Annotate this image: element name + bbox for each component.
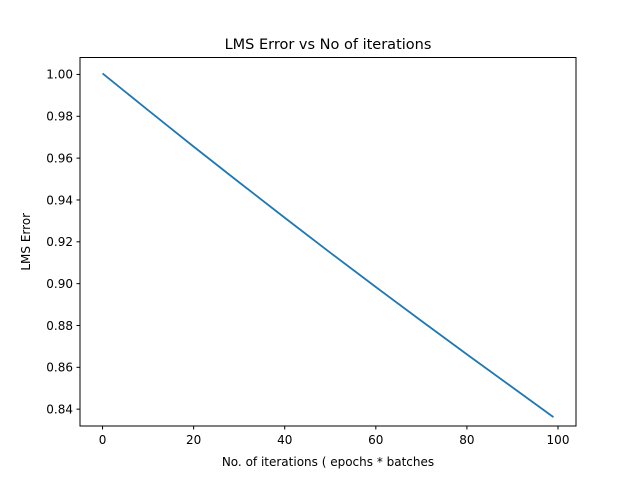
y-tick-label: 0.84	[46, 402, 73, 416]
chart-title: LMS Error vs No of iterations	[225, 37, 432, 53]
x-tick-label: 100	[547, 433, 570, 447]
x-axis: 0 20 40 60 80 100	[99, 426, 570, 447]
x-tick-label: 60	[368, 433, 383, 447]
series-line	[101, 72, 554, 418]
y-tick-label: 1.00	[46, 68, 73, 82]
y-tick-label: 0.94	[46, 193, 73, 207]
y-tick-label: 0.96	[46, 151, 73, 165]
x-axis-label: No. of iterations ( epochs * batches	[222, 455, 434, 469]
plot-area-frame	[79, 57, 577, 427]
x-tick-label: 40	[277, 433, 292, 447]
x-tick-label: 80	[459, 433, 474, 447]
y-axis: 0.84 0.86 0.88 0.90 0.92 0.94 0.96 0.98 1.00	[46, 68, 80, 416]
y-tick-label: 0.90	[46, 277, 73, 291]
y-tick-label: 0.98	[46, 110, 73, 124]
y-tick-label: 0.92	[46, 235, 73, 249]
x-tick-label: 0	[99, 433, 107, 447]
y-axis-label: LMS Error	[19, 213, 33, 271]
x-tick-label: 20	[186, 433, 201, 447]
y-tick-label: 0.86	[46, 361, 73, 375]
series-layer	[101, 72, 554, 418]
y-tick-label: 0.88	[46, 319, 73, 333]
